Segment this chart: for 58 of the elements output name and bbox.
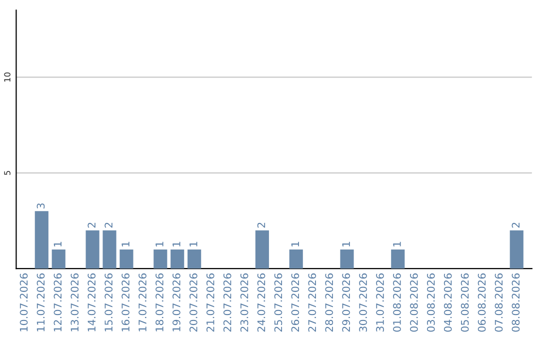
x-tick-label: 13.07.2026 xyxy=(70,273,79,332)
x-tick-label: 02.08.2026 xyxy=(410,273,418,332)
y-tick-label: 5 xyxy=(4,170,10,175)
x-tick-label: 16.07.2026 xyxy=(122,273,130,332)
x-tick-label: 23.07.2026 xyxy=(240,273,248,332)
x-tick-label: 24.07.2026 xyxy=(257,273,266,332)
data-label: 1 xyxy=(190,242,198,246)
data-label: 1 xyxy=(291,242,299,246)
x-tick-label: 01.08.2026 xyxy=(393,273,401,332)
data-label: 1 xyxy=(54,242,62,246)
x-tick-label: 31.07.2026 xyxy=(376,273,384,332)
data-label: 2 xyxy=(88,222,96,228)
bar xyxy=(86,230,100,269)
x-tick-label: 07.08.2026 xyxy=(494,273,503,332)
x-tick-label: 20.07.2026 xyxy=(189,273,198,332)
data-label: 1 xyxy=(172,242,180,246)
bar xyxy=(52,249,66,269)
bar xyxy=(102,230,116,269)
bar xyxy=(391,249,405,269)
bar xyxy=(170,249,184,269)
x-tick-label: 19.07.2026 xyxy=(172,273,180,332)
x-tick-label: 03.08.2026 xyxy=(426,273,435,332)
data-label: 1 xyxy=(156,242,164,246)
x-tick-label: 11.07.2026 xyxy=(36,273,45,332)
bar xyxy=(34,211,48,269)
x-tick-label: 12.07.2026 xyxy=(54,273,62,332)
x-tick-label: 27.07.2026 xyxy=(308,273,316,332)
x-tick-label: 04.08.2026 xyxy=(444,273,452,332)
x-tick-label: 18.07.2026 xyxy=(156,273,164,332)
y-tick-label: 10 xyxy=(4,72,10,82)
x-tick-label: 14.07.2026 xyxy=(88,273,96,332)
data-label: 3 xyxy=(36,203,45,208)
x-tick-label: 22.07.2026 xyxy=(223,273,232,332)
x-tick-label: 29.07.2026 xyxy=(342,273,350,332)
x-tick-label: 28.07.2026 xyxy=(325,273,334,332)
x-tick-label: 30.07.2026 xyxy=(359,273,367,332)
x-tick-label: 15.07.2026 xyxy=(104,273,113,332)
x-tick-label: 06.08.2026 xyxy=(478,273,486,332)
data-label: 2 xyxy=(512,222,520,228)
bar xyxy=(340,249,354,269)
data-label: 2 xyxy=(104,222,112,228)
x-tick-label: 21.07.2026 xyxy=(206,273,214,332)
bar xyxy=(120,249,134,269)
bar xyxy=(188,249,202,269)
data-label: 1 xyxy=(393,242,401,246)
bar xyxy=(289,249,303,269)
data-label: 1 xyxy=(122,242,130,246)
x-tick-label: 10.07.2026 xyxy=(20,273,28,332)
bar xyxy=(154,249,168,269)
bar xyxy=(510,230,524,269)
x-tick-label: 25.07.2026 xyxy=(274,273,282,332)
data-label: 1 xyxy=(342,242,350,246)
x-tick-label: 17.07.2026 xyxy=(138,273,146,332)
x-tick-label: 05.08.2026 xyxy=(460,273,469,332)
data-label: 2 xyxy=(257,222,266,228)
x-tick-label: 08.08.2026 xyxy=(512,273,520,332)
x-tick-label: 26.07.2026 xyxy=(291,273,300,332)
bar xyxy=(255,230,269,269)
